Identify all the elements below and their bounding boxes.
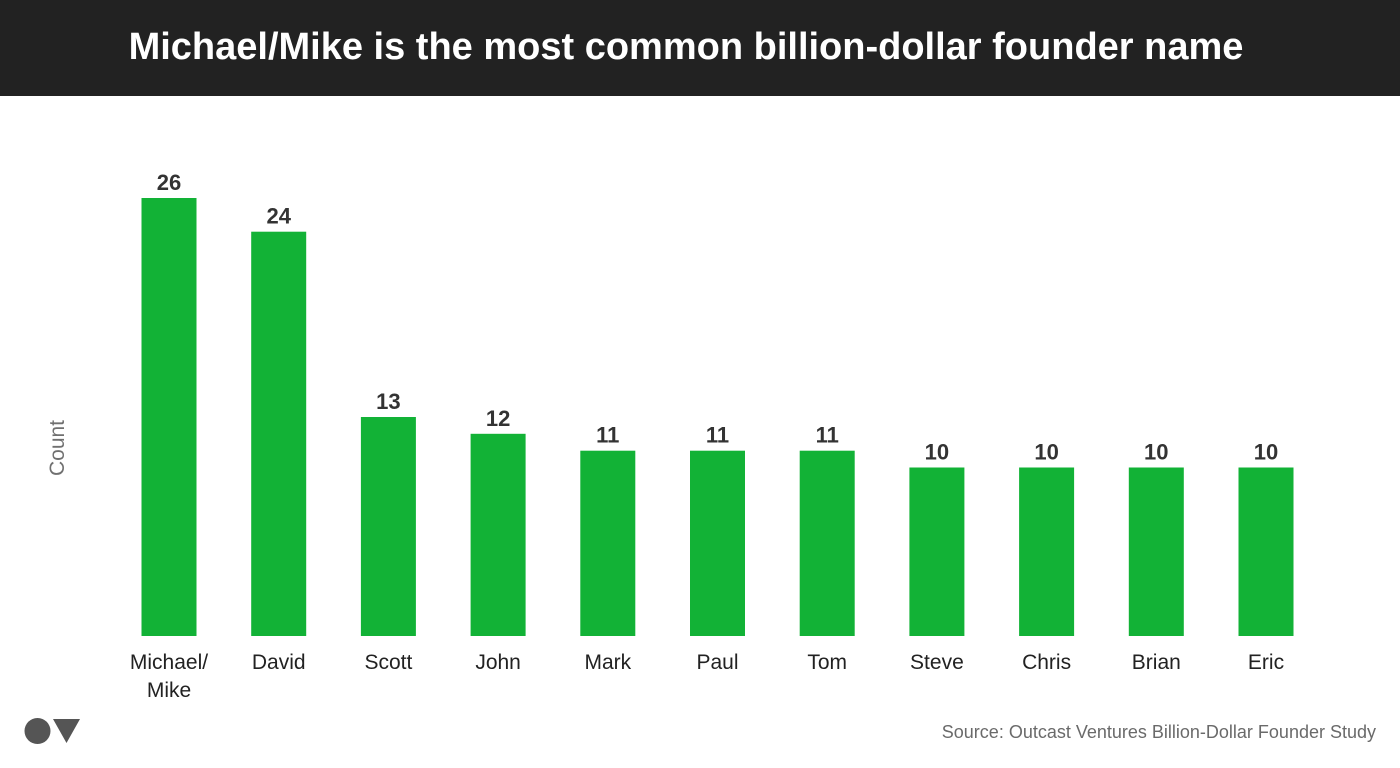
title-bar: Michael/Mike is the most common billion-… — [0, 0, 1400, 96]
bar-8 — [1019, 467, 1075, 636]
bar-10 — [1238, 467, 1294, 636]
data-label-3: 12 — [486, 406, 510, 431]
data-label-9: 10 — [1144, 440, 1168, 465]
tick-label-4: Mark — [584, 651, 631, 674]
data-label-5: 11 — [706, 423, 729, 448]
tick-label-6: Tom — [807, 651, 847, 674]
data-label-2: 13 — [376, 389, 400, 414]
tick-label-3: John — [475, 651, 521, 674]
circle-triangle-logo-icon — [24, 718, 80, 744]
tick-label-0: Michael/Mike — [130, 651, 208, 702]
data-label-10: 10 — [1254, 440, 1278, 465]
data-label-8: 10 — [1034, 440, 1058, 465]
tick-label-9: Brian — [1132, 651, 1181, 674]
bar-9 — [1128, 467, 1184, 636]
tick-label-10: Eric — [1248, 651, 1284, 674]
bar-chart: 26 Michael/Mike 24 David 13 Scott 12 John 11 Mark… — [130, 170, 1294, 702]
data-label-4: 11 — [596, 423, 619, 448]
tick-label-7: Steve — [910, 651, 964, 674]
tick-label-2: Scott — [364, 651, 412, 674]
bar-2 — [360, 417, 416, 636]
chart-title: Michael/Mike is the most common billion-… — [128, 26, 1244, 68]
bar-1 — [251, 231, 307, 636]
data-label-1: 24 — [266, 204, 291, 229]
bar-3 — [470, 433, 526, 636]
bar-6 — [799, 450, 855, 636]
bar-5 — [690, 450, 745, 636]
tick-label-1: David — [252, 651, 306, 674]
data-label-6: 11 — [816, 423, 839, 448]
tick-label-5: Paul — [696, 651, 738, 674]
source-note: Source: Outcast Ventures Billion-Dollar … — [941, 722, 1376, 742]
bar-4 — [580, 450, 636, 636]
bar-0 — [141, 198, 197, 636]
y-axis-label: Count — [46, 419, 69, 477]
tick-label-8: Chris — [1022, 651, 1071, 674]
data-label-0: 26 — [157, 170, 181, 195]
bar-7 — [909, 467, 965, 636]
data-label-7: 10 — [925, 440, 949, 465]
